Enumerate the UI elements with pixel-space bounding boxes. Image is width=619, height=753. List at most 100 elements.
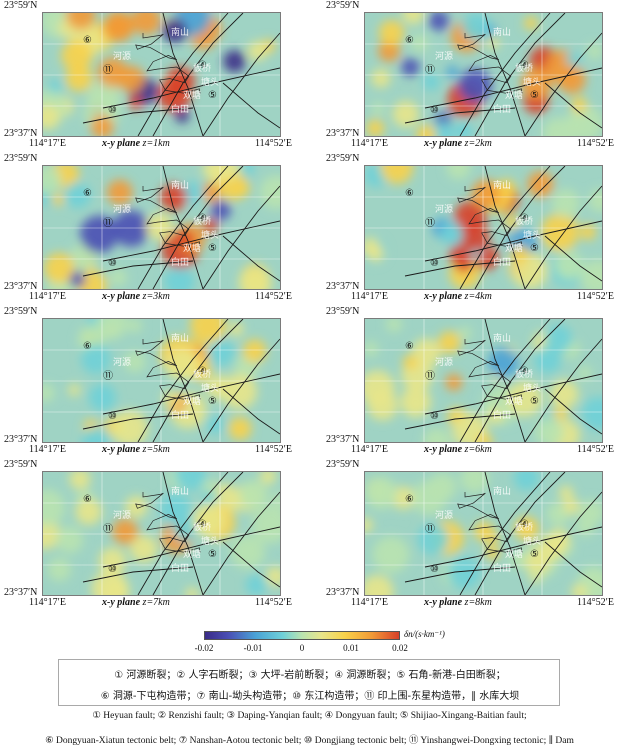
depth-label: z=6km: [464, 444, 492, 455]
depth-caption: x-y plane z=8km: [424, 597, 492, 608]
place-label-heyuan: 河源: [435, 356, 453, 368]
fault-number-marker: ④: [198, 366, 207, 377]
tomography-panel: 23°59′N ⑥ ⑪ ⑩ ④ ⑤ 南山 河源 板桥 塘头 双塘 白田 23°37′N 114°17…: [0, 0, 305, 150]
colorbar-unit: δn/(s·km⁻¹): [404, 629, 445, 639]
tomography-panel: 23°59′N ⑥ ⑪ ⑩ ④ ⑤ 南山 河源 板桥 塘头 双塘 白田 23°37′N 114°17…: [322, 459, 619, 609]
velocity-anomaly-map: ⑥ ⑪ ⑩ ④ ⑤ 南山 河源 板桥 塘头 双塘 白田: [364, 318, 603, 443]
place-label-baitian: 白田: [171, 562, 189, 574]
place-label-shuangtou: 塘头: [201, 382, 219, 394]
fault-number-marker: ⑪: [425, 370, 435, 382]
place-label-heyuan: 河源: [113, 356, 131, 368]
latitude-bottom-label: 23°37′N: [326, 281, 360, 292]
latitude-top-label: 23°59′N: [4, 153, 38, 164]
fault-number-marker: ⑪: [425, 217, 435, 229]
place-label-shuangtang: 双塘: [505, 89, 523, 101]
place-label-heyuan: 河源: [113, 509, 131, 521]
place-label-banxiao: 板桥: [515, 521, 533, 533]
place-label-banxiao: 板桥: [515, 215, 533, 227]
plane-label: x-y plane: [102, 444, 141, 455]
latitude-top-label: 23°59′N: [326, 153, 360, 164]
colorbar-tick: -0.02: [194, 643, 214, 653]
longitude-left-label: 114°17′E: [351, 444, 388, 455]
fault-number-marker: ⑤: [530, 549, 539, 560]
longitude-left-label: 114°17′E: [351, 291, 388, 302]
fault-number-marker: ⑥: [405, 341, 414, 352]
longitude-right-label: 114°52′E: [255, 291, 292, 302]
latitude-bottom-label: 23°37′N: [326, 587, 360, 598]
velocity-anomaly-map: ⑥ ⑪ ⑩ ④ ⑤ 南山 河源 板桥 塘头 双塘 白田: [42, 471, 281, 596]
place-label-nanshan: 南山: [171, 332, 189, 344]
place-label-shuangtang: 双塘: [183, 89, 201, 101]
fault-number-marker: ④: [198, 213, 207, 224]
fault-number-marker: ⑪: [425, 64, 435, 76]
depth-caption: x-y plane z=1km: [102, 138, 170, 149]
place-label-nanshan: 南山: [493, 332, 511, 344]
fault-number-marker: ⑥: [83, 35, 92, 46]
velocity-anomaly-map: ⑥ ⑪ ⑩ ④ ⑤ 南山 河源 板桥 塘头 双塘 白田: [42, 12, 281, 137]
place-label-heyuan: 河源: [435, 509, 453, 521]
fault-number-marker: ⑩: [108, 105, 117, 116]
latitude-top-label: 23°59′N: [326, 459, 360, 470]
depth-label: z=1km: [142, 138, 170, 149]
fault-number-marker: ⑤: [208, 90, 217, 101]
depth-label: z=7km: [142, 597, 170, 608]
longitude-right-label: 114°52′E: [577, 597, 614, 608]
legend-box-chinese: ① 河源断裂；② 人字石断裂；③ 大坪-岩前断裂；④ 洞源断裂；⑤ 石角-新港-…: [58, 659, 560, 706]
fault-number-marker: ⑪: [103, 217, 113, 229]
fault-number-marker: ⑩: [108, 564, 117, 575]
latitude-bottom-label: 23°37′N: [4, 434, 38, 445]
longitude-right-label: 114°52′E: [255, 444, 292, 455]
place-label-baitian: 白田: [493, 562, 511, 574]
fault-number-marker: ⑤: [530, 243, 539, 254]
depth-label: z=4km: [464, 291, 492, 302]
fault-number-marker: ⑩: [108, 258, 117, 269]
latitude-top-label: 23°59′N: [326, 306, 360, 317]
legend-cn-line-1: ① 河源断裂；② 人字石断裂；③ 大坪-岩前断裂；④ 洞源断裂；⑤ 石角-新港-…: [114, 670, 506, 681]
place-label-heyuan: 河源: [113, 50, 131, 62]
longitude-left-label: 114°17′E: [351, 138, 388, 149]
fault-number-marker: ⑪: [425, 523, 435, 535]
place-label-heyuan: 河源: [113, 203, 131, 215]
colorbar-gradient: [204, 631, 400, 640]
place-label-shuangtou: 塘头: [201, 76, 219, 88]
place-label-shuangtang: 双塘: [183, 548, 201, 560]
place-label-shuangtang: 双塘: [505, 242, 523, 254]
fault-number-marker: ⑪: [103, 64, 113, 76]
depth-caption: x-y plane z=5km: [102, 444, 170, 455]
fault-number-marker: ⑩: [430, 564, 439, 575]
place-label-nanshan: 南山: [493, 485, 511, 497]
place-label-nanshan: 南山: [171, 26, 189, 38]
longitude-right-label: 114°52′E: [577, 138, 614, 149]
place-label-nanshan: 南山: [171, 485, 189, 497]
tomography-panel: 23°59′N ⑥ ⑪ ⑩ ④ ⑤ 南山 河源 板桥 塘头 双塘 白田 23°37′N 114°17…: [322, 153, 619, 303]
longitude-left-label: 114°17′E: [29, 138, 66, 149]
place-label-heyuan: 河源: [435, 50, 453, 62]
fault-number-marker: ④: [198, 519, 207, 530]
place-label-baitian: 白田: [493, 103, 511, 115]
tomography-panel: 23°59′N ⑥ ⑪ ⑩ ④ ⑤ 南山 河源 板桥 塘头 双塘 白田 23°37′N 114°17…: [0, 153, 305, 303]
tomography-panel: 23°59′N ⑥ ⑪ ⑩ ④ ⑤ 南山 河源 板桥 塘头 双塘 白田 23°37′N 114°17…: [0, 306, 305, 456]
tomography-panel: 23°59′N ⑥ ⑪ ⑩ ④ ⑤ 南山 河源 板桥 塘头 双塘 白田 23°37′N 114°17…: [0, 459, 305, 609]
colorbar-tick: 0.01: [343, 643, 359, 653]
velocity-anomaly-map: ⑥ ⑪ ⑩ ④ ⑤ 南山 河源 板桥 塘头 双塘 白田: [364, 165, 603, 290]
fault-number-marker: ⑥: [83, 494, 92, 505]
longitude-right-label: 114°52′E: [255, 597, 292, 608]
longitude-right-label: 114°52′E: [255, 138, 292, 149]
fault-number-marker: ⑩: [430, 258, 439, 269]
latitude-bottom-label: 23°37′N: [4, 281, 38, 292]
legend-en-line-1: ① Heyuan fault; ② Renzishi fault; ③ Dapi…: [92, 711, 527, 721]
place-label-shuangtou: 塘头: [201, 535, 219, 547]
colorbar-tick: 0: [299, 643, 305, 653]
depth-caption: x-y plane z=6km: [424, 444, 492, 455]
fault-number-marker: ⑥: [405, 188, 414, 199]
fault-number-marker: ④: [520, 60, 529, 71]
fault-number-marker: ⑤: [208, 396, 217, 407]
depth-caption: x-y plane z=7km: [102, 597, 170, 608]
legend-en-line-2: ⑥ Dongyuan-Xiatun tectonic belt; ⑦ Nansh…: [45, 736, 574, 746]
fault-number-marker: ⑥: [83, 341, 92, 352]
place-label-shuangtou: 塘头: [201, 229, 219, 241]
longitude-left-label: 114°17′E: [29, 444, 66, 455]
place-label-shuangtang: 双塘: [505, 395, 523, 407]
